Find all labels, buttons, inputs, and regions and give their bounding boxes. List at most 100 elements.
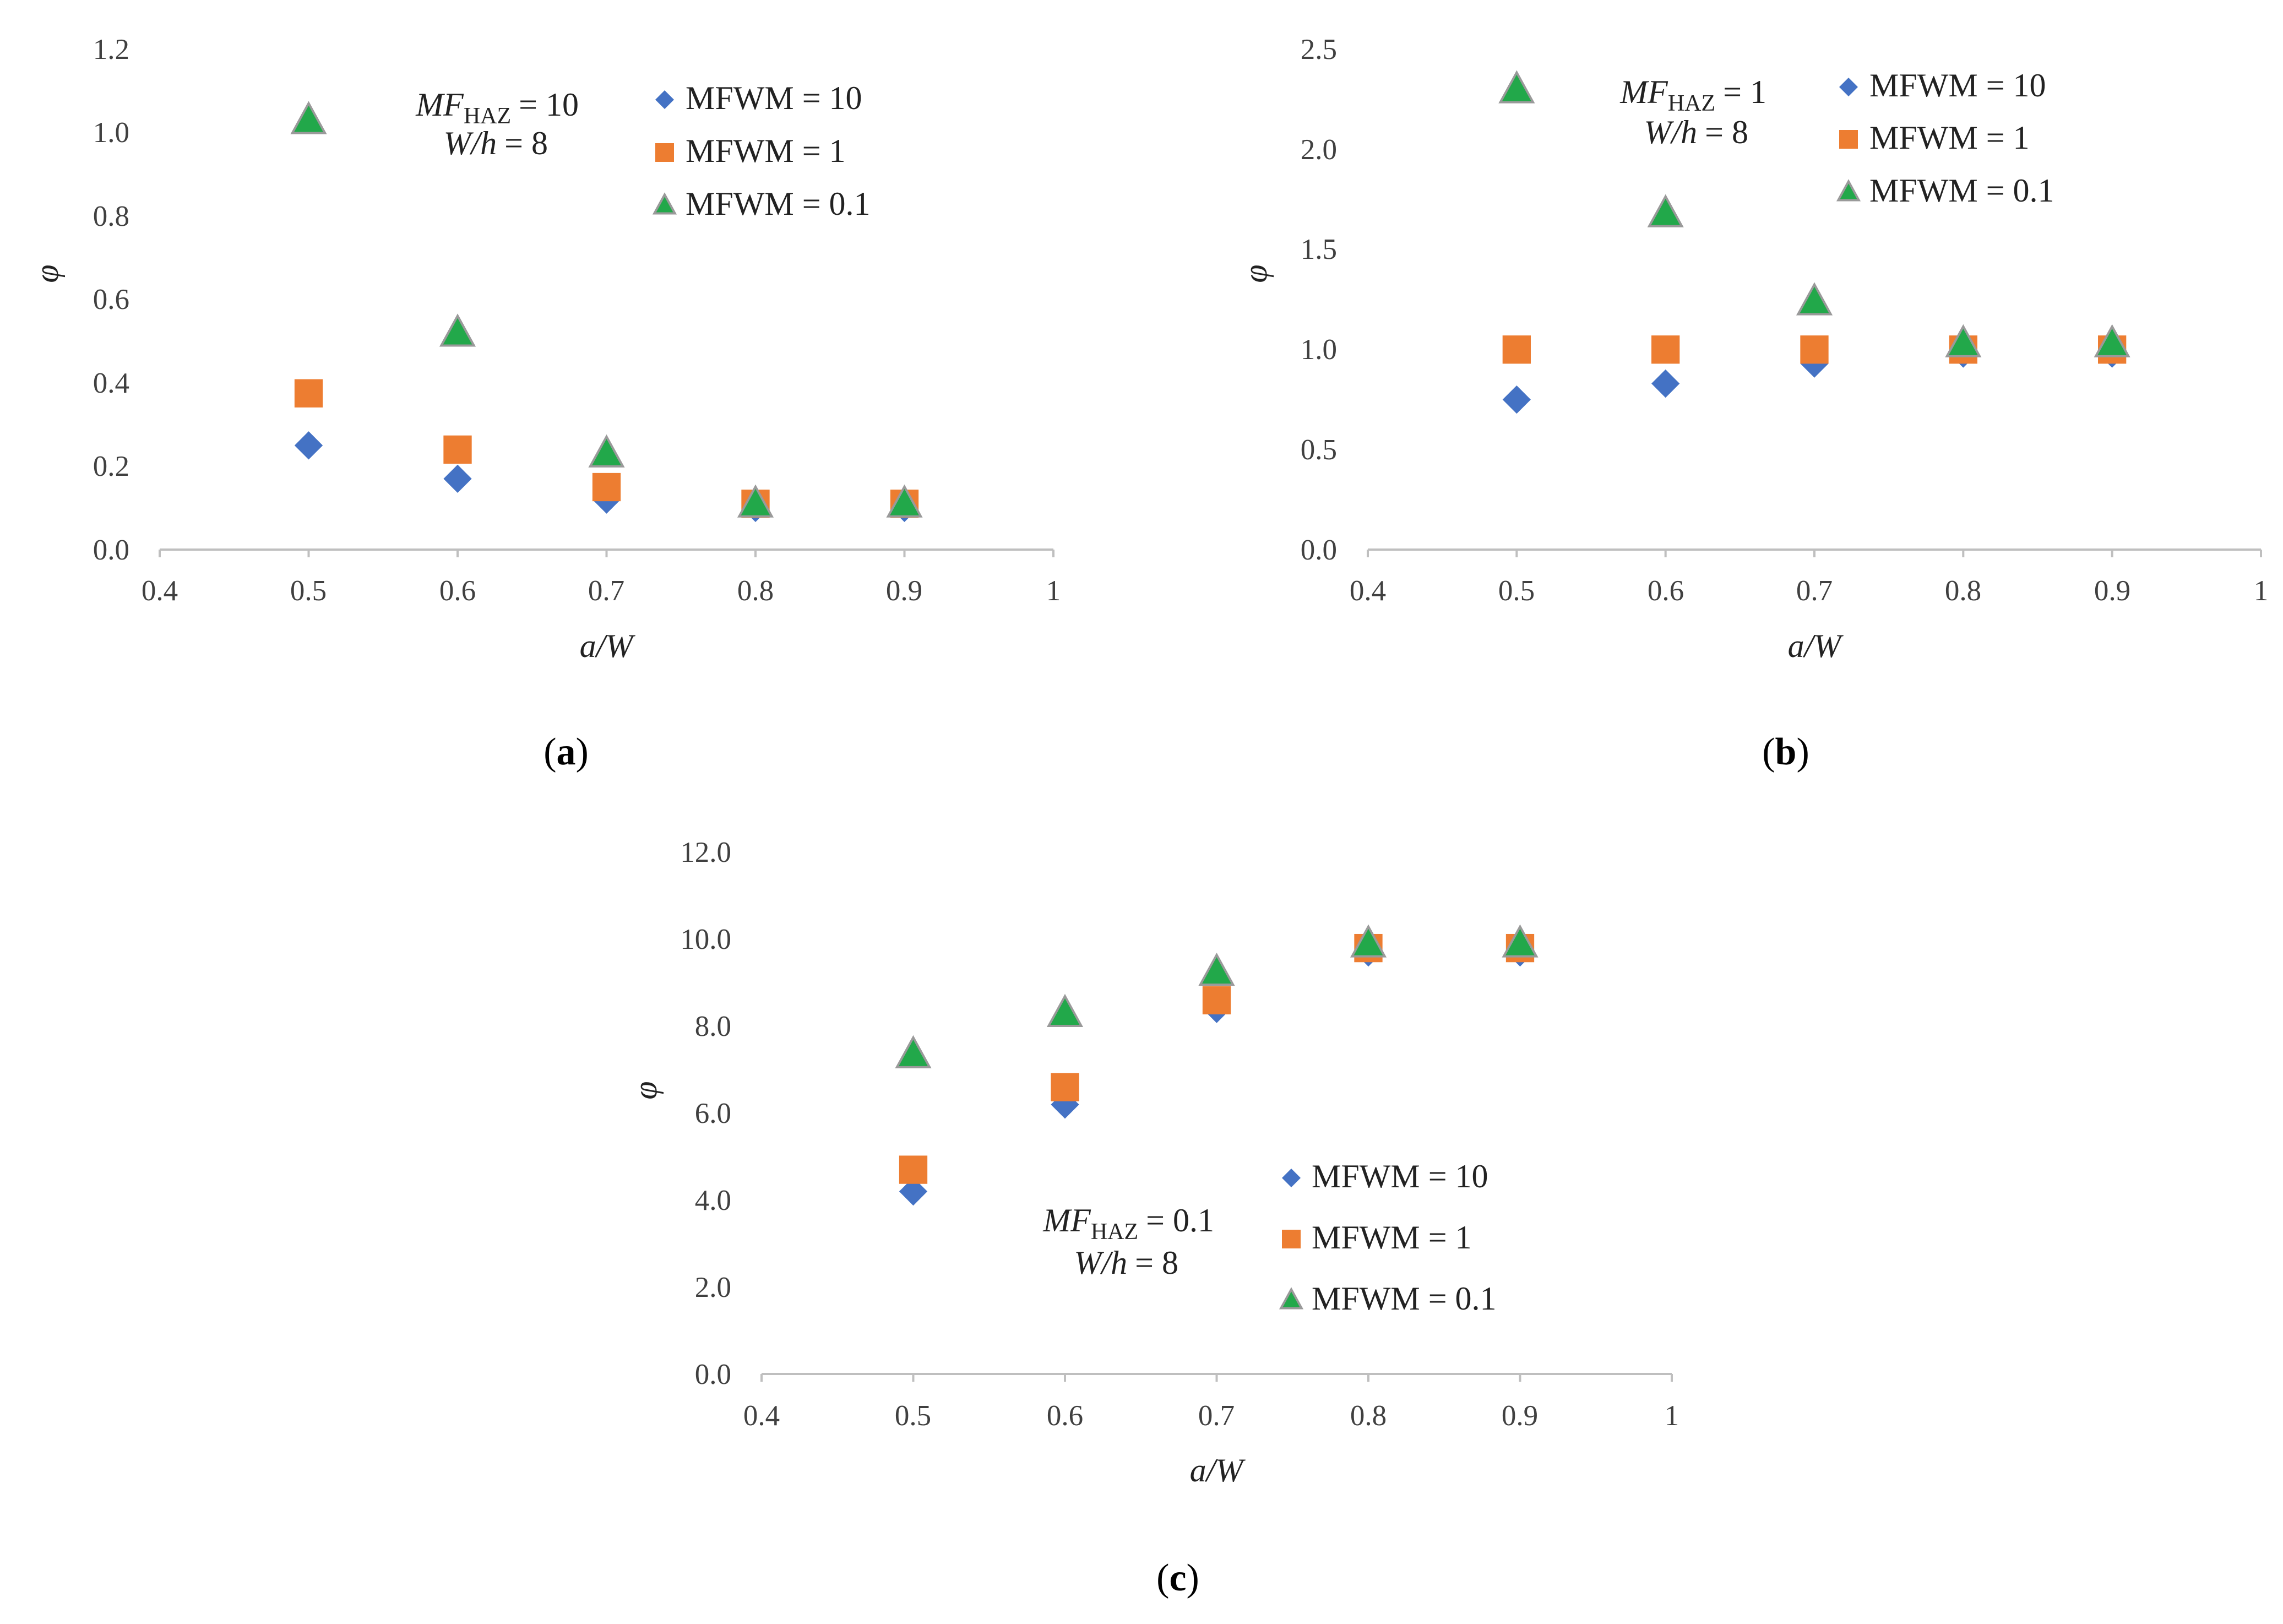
annotation-wh-label: W/h — [1644, 114, 1698, 150]
data-point-diamond — [899, 1177, 928, 1206]
x-tick-label: 0.9 — [886, 575, 922, 607]
x-tick-labels: 0.4 0.5 0.6 0.7 0.8 0.9 1 — [142, 575, 1061, 607]
annotation-mf-subscript: HAZ — [464, 104, 511, 129]
data-point-triangle — [737, 484, 774, 518]
data-point-diamond — [1502, 385, 1531, 414]
legend-marker-diamond — [655, 90, 674, 109]
x-tick-label: 0.5 — [290, 575, 327, 607]
y-tick-label: 0.2 — [93, 450, 129, 482]
x-tick-labels: 0.4 0.5 0.6 0.7 0.8 0.9 1 — [743, 1400, 1679, 1432]
y-tick-label: 4.0 — [695, 1185, 731, 1216]
data-point-triangle — [588, 434, 625, 468]
x-tick-label: 0.6 — [1047, 1400, 1083, 1432]
data-point-triangle — [1502, 924, 1539, 958]
annotation-wh-value: = 8 — [1135, 1245, 1178, 1281]
y-tick-label: 0.0 — [93, 534, 129, 566]
legend-marker-triangle — [1836, 179, 1861, 202]
legend: MFWM = 10 MFWM = 1 MFWM = 0.1 — [1312, 1158, 1497, 1317]
data-point-triangle — [290, 101, 327, 134]
y-tick-label: 1.0 — [1301, 334, 1337, 366]
data-point-triangle — [886, 484, 923, 518]
legend-marker-square — [1839, 130, 1858, 149]
x-tick-label: 0.4 — [1350, 575, 1386, 607]
legend-label: MFWM = 1 — [1869, 120, 2030, 156]
annotation-wh-value: = 8 — [1705, 114, 1748, 150]
data-point-square — [1800, 335, 1829, 364]
x-tick-label: 0.9 — [2094, 575, 2130, 607]
legend-label: MFWM = 10 — [1869, 67, 2046, 104]
y-tick-label: 1.5 — [1301, 233, 1337, 265]
legend-label: MFWM = 0.1 — [686, 186, 871, 222]
y-tick-label: 1.2 — [93, 34, 129, 66]
panel-caption-letter: b — [1775, 731, 1797, 773]
y-tick-labels: 0.0 0.5 1.0 1.5 2.0 2.5 — [1301, 34, 1337, 566]
annotation-mf-label: MF — [1619, 74, 1668, 110]
legend-marker-diamond — [1282, 1169, 1301, 1187]
annotation-mf-value: = 1 — [1723, 74, 1766, 110]
panel-caption: (b) — [1762, 731, 1809, 773]
legend-label: MFWM = 10 — [1312, 1158, 1488, 1194]
data-point-square — [1051, 1073, 1079, 1101]
data-point-triangle — [1647, 194, 1684, 227]
y-axis-label: φ — [627, 1081, 664, 1099]
chart-panel-a: 0.4 0.5 0.6 0.7 0.8 0.9 1 0.0 0.2 0.4 0.… — [29, 34, 1061, 773]
x-tick-label: 0.4 — [743, 1400, 780, 1432]
y-tick-label: 2.0 — [695, 1272, 731, 1303]
x-tick-labels: 0.4 0.5 0.6 0.7 0.8 0.9 1 — [1350, 575, 2268, 607]
panel-caption-letter: c — [1169, 1557, 1186, 1599]
x-tick-label: 0.9 — [1502, 1400, 1538, 1432]
legend-marker-diamond — [1839, 78, 1858, 96]
data-point-square — [1651, 335, 1680, 364]
legend-marker-triangle — [652, 192, 677, 215]
x-tick-label: 0.7 — [588, 575, 624, 607]
data-point-triangle — [1350, 924, 1387, 958]
legend: MFWM = 10 MFWM = 1 MFWM = 0.1 — [1869, 67, 2054, 209]
y-tick-label: 0.8 — [93, 200, 129, 232]
data-point-triangle — [1046, 993, 1084, 1027]
y-tick-label: 6.0 — [695, 1098, 731, 1129]
y-tick-label: 1.0 — [93, 117, 129, 149]
chart-panel-b: 0.4 0.5 0.6 0.7 0.8 0.9 1 0.0 0.5 1.0 1.… — [1237, 34, 2268, 773]
annotation-mf-subscript: HAZ — [1091, 1219, 1138, 1245]
y-tick-label: 12.0 — [680, 837, 731, 868]
y-tick-labels: 0.0 2.0 4.0 6.0 8.0 10.0 12.0 — [680, 837, 731, 1391]
annotation-wh: W/h = 8 — [1644, 114, 1749, 150]
x-axis-label: a/W — [1788, 628, 1844, 664]
data-point-triangle — [1498, 70, 1535, 104]
data-point-diamond — [1651, 369, 1680, 398]
annotation-mf: MFHAZ = 1 — [1619, 74, 1766, 116]
annotation-wh-value: = 8 — [504, 125, 548, 161]
panel-caption: (a) — [543, 731, 589, 773]
data-point-diamond — [443, 464, 472, 493]
x-axis-label: a/W — [1190, 1452, 1246, 1489]
y-tick-labels: 0.0 0.2 0.4 0.6 0.8 1.0 1.2 — [93, 34, 129, 566]
x-tick-label: 0.6 — [1648, 575, 1684, 607]
x-axis-label: a/W — [580, 628, 636, 664]
annotation-mf-label: MF — [415, 86, 464, 123]
y-tick-label: 0.4 — [93, 367, 129, 399]
annotation-mf: MFHAZ = 10 — [415, 86, 579, 129]
x-tick-label: 0.7 — [1796, 575, 1833, 607]
annotation-mf-label: MF — [1042, 1202, 1091, 1239]
annotation-wh-label: W/h — [444, 125, 497, 161]
chart-panel-c: 0.4 0.5 0.6 0.7 0.8 0.9 1 0.0 2.0 4.0 6.… — [627, 837, 1679, 1599]
legend-marker-square — [655, 143, 674, 162]
x-tick-label: 1 — [1665, 1400, 1679, 1432]
x-tick-label: 1 — [1046, 575, 1061, 607]
x-tick-label: 0.6 — [439, 575, 476, 607]
annotation-wh-label: W/h — [1074, 1245, 1128, 1281]
annotation-wh: W/h = 8 — [1074, 1245, 1179, 1281]
y-tick-label: 0.0 — [695, 1359, 731, 1391]
data-point-triangle — [1198, 952, 1235, 986]
x-tick-label: 0.8 — [1350, 1400, 1387, 1432]
x-tick-label: 0.5 — [1498, 575, 1535, 607]
legend-marker-triangle — [1279, 1287, 1304, 1310]
legend-label: MFWM = 1 — [686, 133, 846, 169]
y-tick-label: 8.0 — [695, 1011, 731, 1042]
legend: MFWM = 10 MFWM = 1 MFWM = 0.1 — [686, 80, 871, 222]
data-point-triangle — [2094, 324, 2130, 357]
data-point-square — [294, 379, 323, 408]
data-point-square — [1202, 986, 1231, 1014]
panel-caption: (c) — [1156, 1557, 1199, 1599]
